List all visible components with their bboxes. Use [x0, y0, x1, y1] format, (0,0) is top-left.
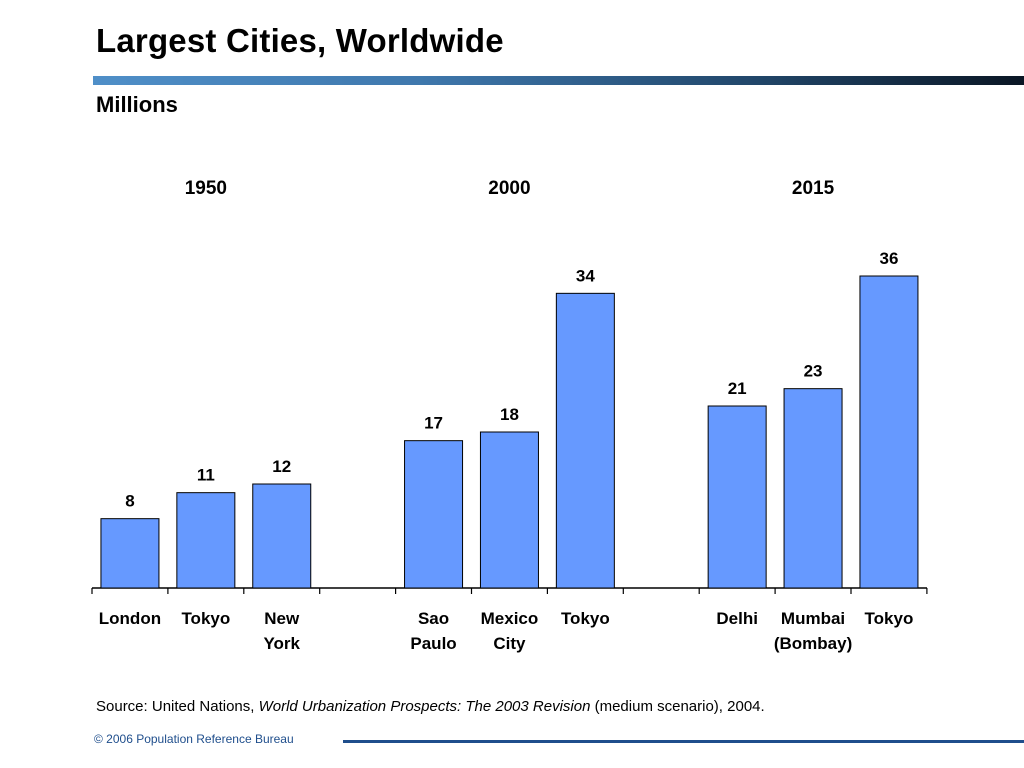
- data-label: 12: [272, 457, 291, 476]
- x-tick-label: Delhi: [716, 609, 758, 628]
- source-title: World Urbanization Prospects: The 2003 R…: [258, 698, 591, 715]
- source-suffix: (medium scenario), 2004.: [590, 698, 765, 715]
- page-title: Largest Cities, Worldwide: [96, 22, 504, 59]
- data-label: 18: [500, 405, 519, 424]
- bar: [479, 431, 539, 589]
- x-tick-label: Mexico: [481, 609, 539, 628]
- x-tick-label: (Bombay): [774, 634, 852, 653]
- x-tick-label: Tokyo: [865, 609, 914, 628]
- title-divider: [93, 76, 1024, 85]
- bar: [404, 440, 464, 589]
- x-tick-label: Sao: [418, 609, 449, 628]
- footer-divider: [343, 740, 1024, 743]
- x-tick-label: Tokyo: [181, 609, 230, 628]
- data-label: 11: [197, 466, 215, 485]
- bar: [783, 388, 843, 589]
- data-label: 21: [728, 379, 747, 398]
- x-tick-label: Paulo: [410, 634, 456, 653]
- data-label: 36: [879, 249, 898, 268]
- data-label: 23: [804, 362, 823, 381]
- bar: [859, 275, 919, 589]
- data-label: 17: [424, 414, 443, 433]
- data-label: 34: [576, 266, 595, 285]
- group-label: 2015: [792, 178, 835, 199]
- footer-credit: © 2006 Population Reference Bureau: [94, 732, 294, 746]
- group-label: 2000: [488, 178, 530, 199]
- bar: [252, 483, 312, 589]
- x-tick-label: York: [263, 634, 300, 653]
- chart-subtitle: Millions: [96, 92, 178, 117]
- group-label: 1950: [185, 178, 227, 199]
- x-tick-label: New: [264, 609, 300, 628]
- x-tick-label: London: [99, 609, 161, 628]
- bar: [100, 518, 160, 589]
- bar: [555, 292, 615, 589]
- bar: [707, 405, 767, 589]
- bar: [176, 492, 236, 589]
- x-tick-label: City: [493, 634, 526, 653]
- source-prefix: Source: United Nations,: [96, 698, 259, 715]
- data-label: 8: [125, 492, 134, 511]
- x-tick-label: Mumbai: [781, 609, 845, 628]
- source-note: Source: United Nations, World Urbanizati…: [96, 698, 765, 715]
- x-tick-label: Tokyo: [561, 609, 610, 628]
